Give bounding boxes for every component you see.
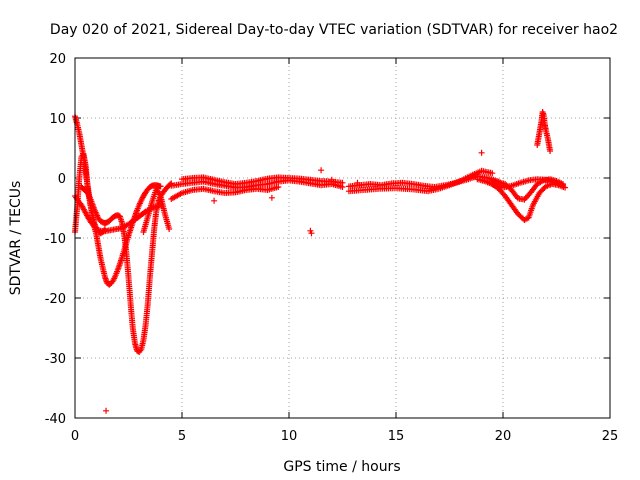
x-tick-label: 25 — [602, 429, 619, 444]
x-tick-label: 20 — [495, 429, 512, 444]
y-axis: -40 -30 -20 -10 0 10 20 — [45, 52, 610, 427]
series-early-drop — [72, 151, 108, 237]
series-evening-lower — [345, 167, 496, 195]
data-point — [166, 226, 173, 232]
series-mid-day-baseline — [168, 177, 346, 191]
series-spike-22h — [534, 109, 554, 154]
y-tick-label: -30 — [45, 352, 66, 367]
x-tick-label: 5 — [178, 429, 186, 444]
data-point — [318, 167, 325, 174]
data-point — [101, 226, 108, 232]
data-point — [559, 182, 566, 189]
series-mid-day-upper — [179, 174, 346, 187]
series-outliers — [103, 149, 485, 414]
grid-lines — [75, 58, 610, 418]
plot-data — [72, 109, 569, 414]
x-axis: 0 5 10 15 20 25 — [71, 58, 618, 444]
x-axis-label: GPS time / hours — [283, 459, 400, 475]
series-mid-day-lower — [168, 184, 282, 202]
data-point — [354, 179, 361, 186]
y-tick-label: -40 — [45, 412, 66, 427]
data-point — [328, 176, 335, 183]
y-tick-label: -10 — [45, 232, 66, 247]
y-tick-label: 10 — [49, 112, 66, 127]
data-point — [268, 194, 275, 201]
y-tick-label: 20 — [49, 52, 66, 67]
plot-frame — [74, 57, 611, 419]
series-night-upper — [474, 176, 566, 191]
data-point — [103, 407, 110, 414]
data-point — [339, 179, 346, 186]
data-point — [547, 148, 554, 154]
data-point — [478, 149, 485, 156]
data-point — [275, 184, 282, 190]
data-point — [308, 230, 315, 237]
data-point — [489, 170, 496, 177]
x-tick-label: 15 — [388, 429, 405, 444]
y-tick-label: -20 — [45, 292, 66, 307]
chart-title: Day 020 of 2021, Sidereal Day-to-day VTE… — [50, 22, 618, 38]
data-point — [211, 197, 218, 204]
x-tick-label: 10 — [281, 429, 298, 444]
y-axis-label: SDTVAR / TECUs — [8, 181, 24, 296]
data-point — [157, 183, 164, 190]
y-tick-label: 0 — [58, 172, 66, 187]
series-hump-4h — [140, 185, 173, 235]
x-tick-label: 0 — [71, 429, 79, 444]
